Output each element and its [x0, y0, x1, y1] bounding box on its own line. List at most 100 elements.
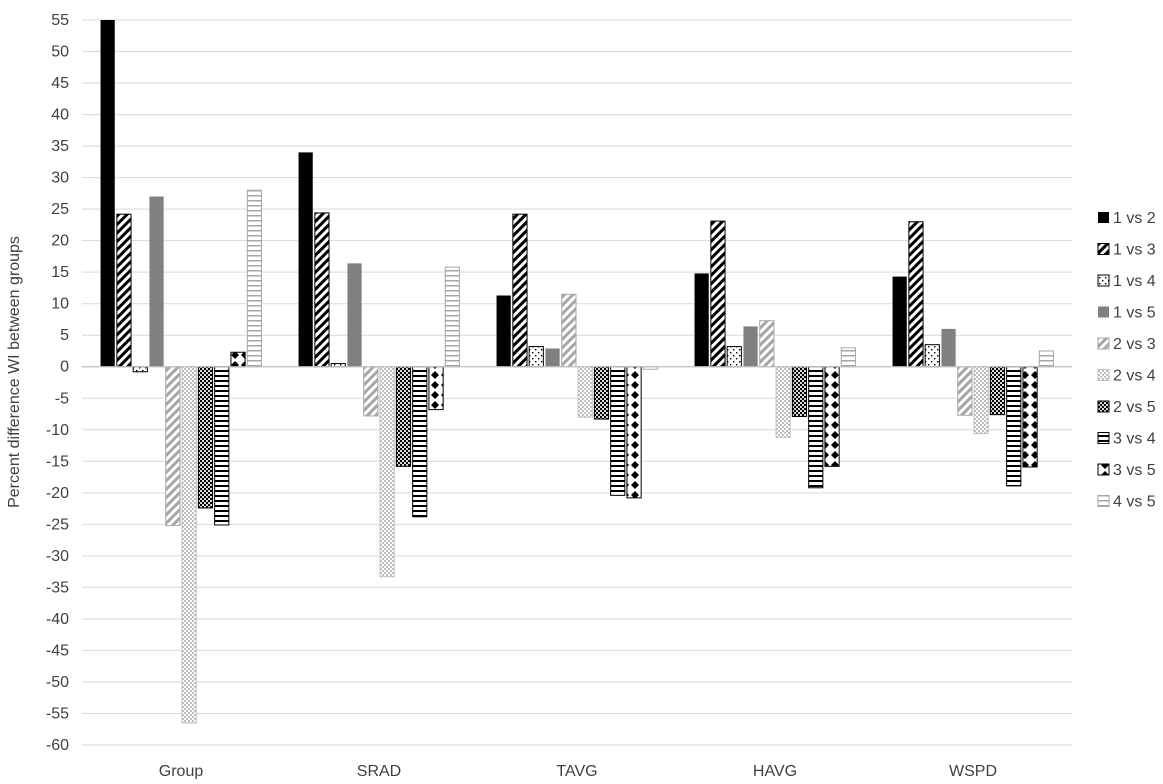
x-category-label: Group — [159, 763, 204, 779]
gridlines — [82, 19, 1072, 746]
y-tick-label: 55 — [51, 12, 69, 29]
y-tick-label: -20 — [46, 485, 69, 502]
legend-swatch — [1097, 400, 1110, 413]
bar-1-vs-2-group — [100, 20, 115, 367]
legend-label: 1 vs 2 — [1113, 210, 1156, 227]
legend-swatch — [1097, 243, 1110, 255]
bar-4-vs-5-srad — [444, 266, 460, 368]
legend-swatch — [1097, 495, 1110, 507]
legend-label: 3 vs 4 — [1113, 431, 1156, 448]
bar-2-vs-3-srad — [363, 366, 379, 417]
legend-swatch — [1097, 463, 1110, 476]
legend-swatch — [1098, 306, 1109, 318]
y-tick-label: -35 — [46, 579, 69, 596]
bar-2-vs-4-group — [181, 366, 197, 724]
bar-3-vs-4-group — [214, 366, 230, 526]
y-tick-label: -40 — [46, 611, 69, 628]
bar-3-vs-5-havg — [824, 366, 840, 467]
bar-1-vs-4-wspd — [924, 344, 940, 368]
y-tick-label: -15 — [46, 453, 69, 470]
bar-1-vs-4-havg — [726, 346, 742, 368]
bar-1-vs-2-wspd — [892, 276, 907, 367]
bar-3-vs-4-tavg — [610, 366, 626, 496]
y-tick-label: -25 — [46, 516, 69, 533]
legend-swatch — [1097, 337, 1110, 350]
bar-2-vs-4-wspd — [973, 366, 989, 435]
bar-1-vs-3-havg — [710, 220, 726, 368]
y-tick-label: -45 — [46, 642, 69, 659]
y-tick-label: -10 — [46, 422, 69, 439]
legend-label: 2 vs 5 — [1113, 399, 1156, 416]
legend-label: 1 vs 3 — [1113, 242, 1156, 259]
bar-3-vs-4-havg — [808, 366, 824, 489]
legend-swatch — [1098, 212, 1109, 223]
y-tick-label: 35 — [51, 138, 69, 155]
bar-2-vs-3-tavg — [561, 293, 577, 368]
x-category-label: HAVG — [753, 763, 797, 779]
bar-1-vs-4-tavg — [528, 346, 544, 368]
bar-2-vs-3-havg — [759, 320, 775, 368]
bar-1-vs-5-tavg — [545, 348, 560, 367]
x-category-label: SRAD — [357, 763, 401, 779]
legend-label: 3 vs 5 — [1113, 462, 1156, 479]
legend-label: 4 vs 5 — [1113, 494, 1156, 511]
bar-3-vs-4-wspd — [1006, 366, 1022, 487]
bar-1-vs-3-tavg — [512, 213, 528, 368]
bar-3-vs-5-group — [230, 351, 246, 368]
legend-label: 1 vs 4 — [1113, 273, 1156, 290]
bar-1-vs-5-srad — [347, 263, 362, 367]
x-category-label: WSPD — [949, 763, 997, 779]
bar-1-vs-3-wspd — [908, 221, 924, 368]
bar-1-vs-2-havg — [694, 273, 709, 367]
y-tick-label: 30 — [51, 170, 69, 187]
y-tick-label: -30 — [46, 548, 69, 565]
y-tick-label: -5 — [55, 390, 69, 407]
bar-2-vs-5-havg — [791, 366, 808, 418]
y-tick-label: 0 — [60, 359, 69, 376]
y-tick-label: -50 — [46, 674, 69, 691]
legend-label: 1 vs 5 — [1113, 305, 1156, 322]
bar-1-vs-2-tavg — [496, 295, 511, 367]
bar-4-vs-5-wspd — [1038, 350, 1054, 368]
axis: 5550454035302520151050-5-10-15-20-25-30-… — [46, 12, 1072, 780]
legend-swatch — [1097, 369, 1110, 381]
bar-1-vs-3-group — [116, 213, 132, 368]
y-tick-label: -55 — [46, 705, 69, 722]
bar-1-vs-2-srad — [298, 152, 313, 367]
bar-4-vs-5-havg — [840, 347, 856, 368]
bar-4-vs-5-group — [246, 189, 262, 368]
bar-2-vs-4-tavg — [577, 366, 593, 418]
bar-2-vs-4-srad — [379, 366, 395, 578]
bar-2-vs-4-havg — [775, 366, 791, 438]
legend-swatch — [1097, 274, 1110, 287]
legend-label: 2 vs 4 — [1113, 368, 1156, 385]
bar-2-vs-3-wspd — [957, 366, 973, 416]
bar-1-vs-5-havg — [743, 326, 758, 367]
y-tick-label: 45 — [51, 75, 69, 92]
legend: 1 vs 2 1 vs 3 1 vs 4 1 vs 5 2 vs 3 2 vs 4 2 vs… — [1097, 210, 1156, 511]
bar-1-vs-3-srad — [314, 212, 330, 368]
bar-1-vs-5-group — [149, 196, 164, 367]
y-tick-label: 10 — [51, 296, 69, 313]
y-tick-label: 20 — [51, 233, 69, 250]
bar-2-vs-5-srad — [395, 366, 412, 467]
y-tick-label: 50 — [51, 44, 69, 61]
bar-2-vs-3-group — [165, 366, 181, 527]
y-tick-label: -60 — [46, 737, 69, 754]
y-tick-label: 5 — [60, 327, 69, 344]
y-tick-label: 15 — [51, 264, 69, 281]
legend-label: 2 vs 3 — [1113, 336, 1156, 353]
y-tick-label: 25 — [51, 201, 69, 218]
bar-2-vs-5-tavg — [593, 366, 610, 420]
y-tick-label: 40 — [51, 107, 69, 124]
bars — [100, 20, 1054, 724]
legend-swatch — [1097, 432, 1110, 444]
x-category-label: TAVG — [556, 763, 597, 779]
bar-3-vs-5-srad — [428, 366, 444, 411]
bar-3-vs-5-wspd — [1022, 366, 1038, 468]
bar-2-vs-5-wspd — [989, 366, 1006, 416]
bar-3-vs-5-tavg — [626, 366, 642, 499]
bar-1-vs-4-group — [132, 366, 148, 373]
